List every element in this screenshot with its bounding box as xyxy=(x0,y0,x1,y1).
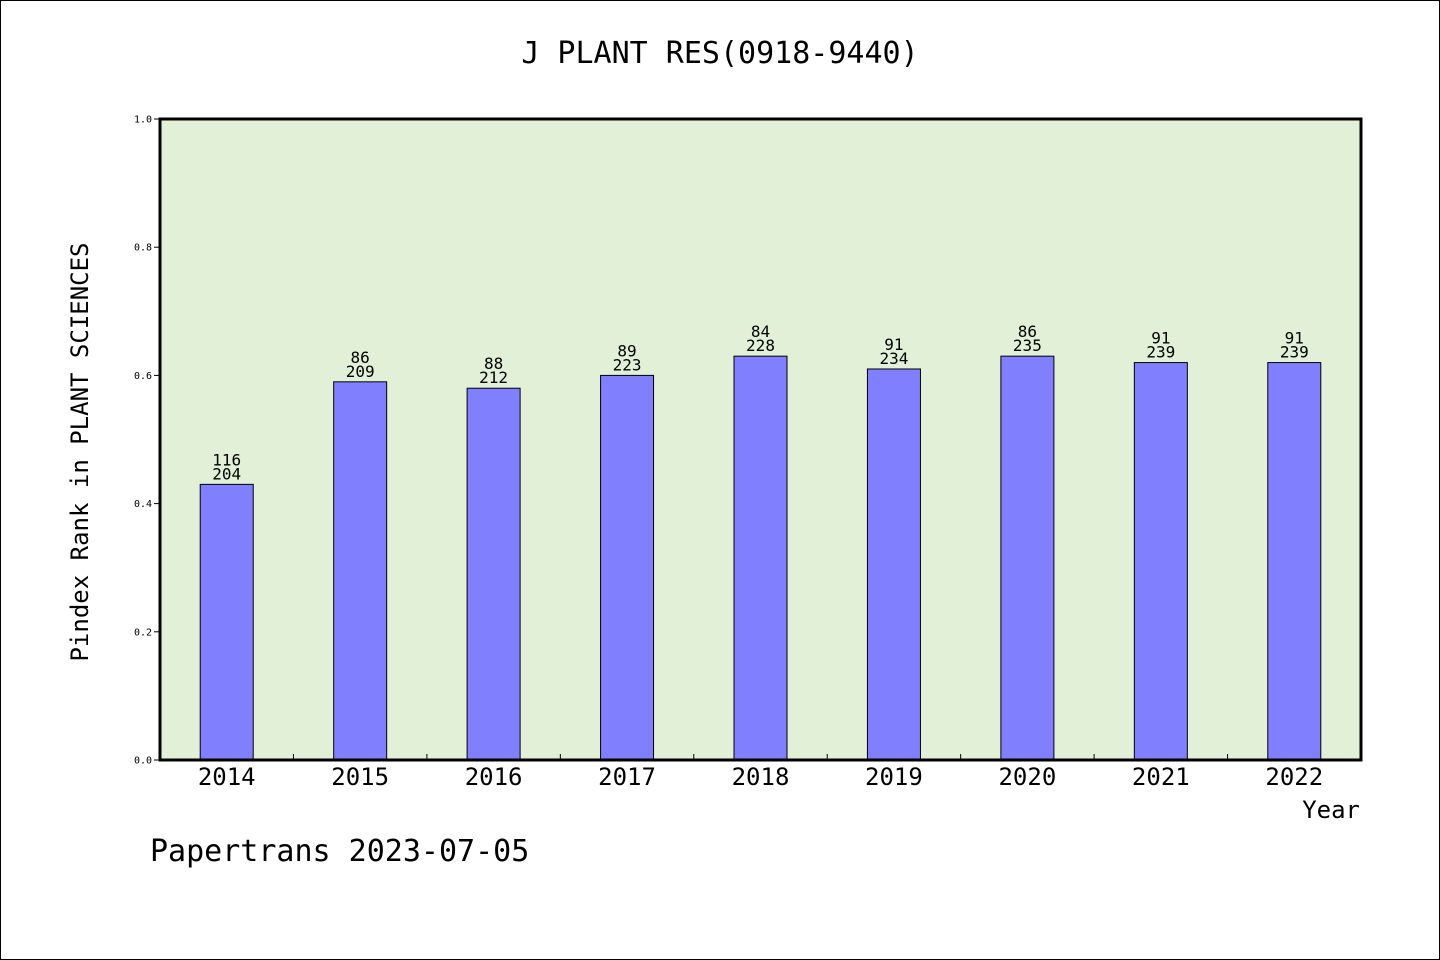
data-label-rank: 116 xyxy=(212,450,241,469)
x-tick-label: 2019 xyxy=(865,763,923,791)
y-tick-label: 0.8 xyxy=(134,243,152,254)
bar xyxy=(600,374,655,761)
x-tick-label: 2014 xyxy=(198,763,256,791)
bar xyxy=(733,355,788,761)
x-tick-label: 2022 xyxy=(1265,763,1323,791)
bar xyxy=(199,483,254,761)
data-label-total: 234 xyxy=(879,349,908,368)
x-axis-label: Year xyxy=(1302,796,1360,824)
x-tick-label: 2016 xyxy=(465,763,523,791)
x-tick-label: 2017 xyxy=(598,763,656,791)
y-tick-label: 1.0 xyxy=(134,115,152,126)
data-label-total: 239 xyxy=(1280,343,1309,362)
chart-title: J PLANT RES(0918-9440) xyxy=(521,36,919,71)
x-tick-label: 2015 xyxy=(331,763,389,791)
data-label-total: 204 xyxy=(212,464,241,483)
y-tick-label: 0.6 xyxy=(134,371,152,382)
data-label-rank: 91 xyxy=(1285,329,1304,348)
data-label-total: 228 xyxy=(746,336,775,355)
data-label-rank: 88 xyxy=(484,354,503,373)
bar xyxy=(1267,362,1322,761)
x-tick-label: 2020 xyxy=(998,763,1056,791)
data-label-rank: 89 xyxy=(617,341,636,360)
bar xyxy=(1000,355,1055,761)
y-tick-label: 0.2 xyxy=(134,627,152,638)
plot-border xyxy=(158,117,1363,762)
bar xyxy=(333,381,388,761)
data-label-total: 235 xyxy=(1013,336,1042,355)
bar xyxy=(1133,362,1188,761)
data-label-rank: 86 xyxy=(1018,322,1037,341)
data-label-total: 209 xyxy=(346,362,375,381)
y-tick-label: 0.4 xyxy=(134,499,152,510)
bar xyxy=(866,368,921,761)
data-label-rank: 91 xyxy=(1151,329,1170,348)
data-label-rank: 91 xyxy=(884,335,903,354)
y-tick-label: 0.0 xyxy=(134,756,152,767)
footer-credit: Papertrans 2023-07-05 xyxy=(150,834,530,869)
data-label-rank: 84 xyxy=(751,322,770,341)
data-label-total: 239 xyxy=(1146,343,1175,362)
x-tick-label: 2021 xyxy=(1132,763,1190,791)
data-label-total: 223 xyxy=(613,355,642,374)
bar xyxy=(466,387,521,761)
data-label-rank: 86 xyxy=(351,348,370,367)
x-tick-label: 2018 xyxy=(732,763,790,791)
data-label-total: 212 xyxy=(479,368,508,387)
